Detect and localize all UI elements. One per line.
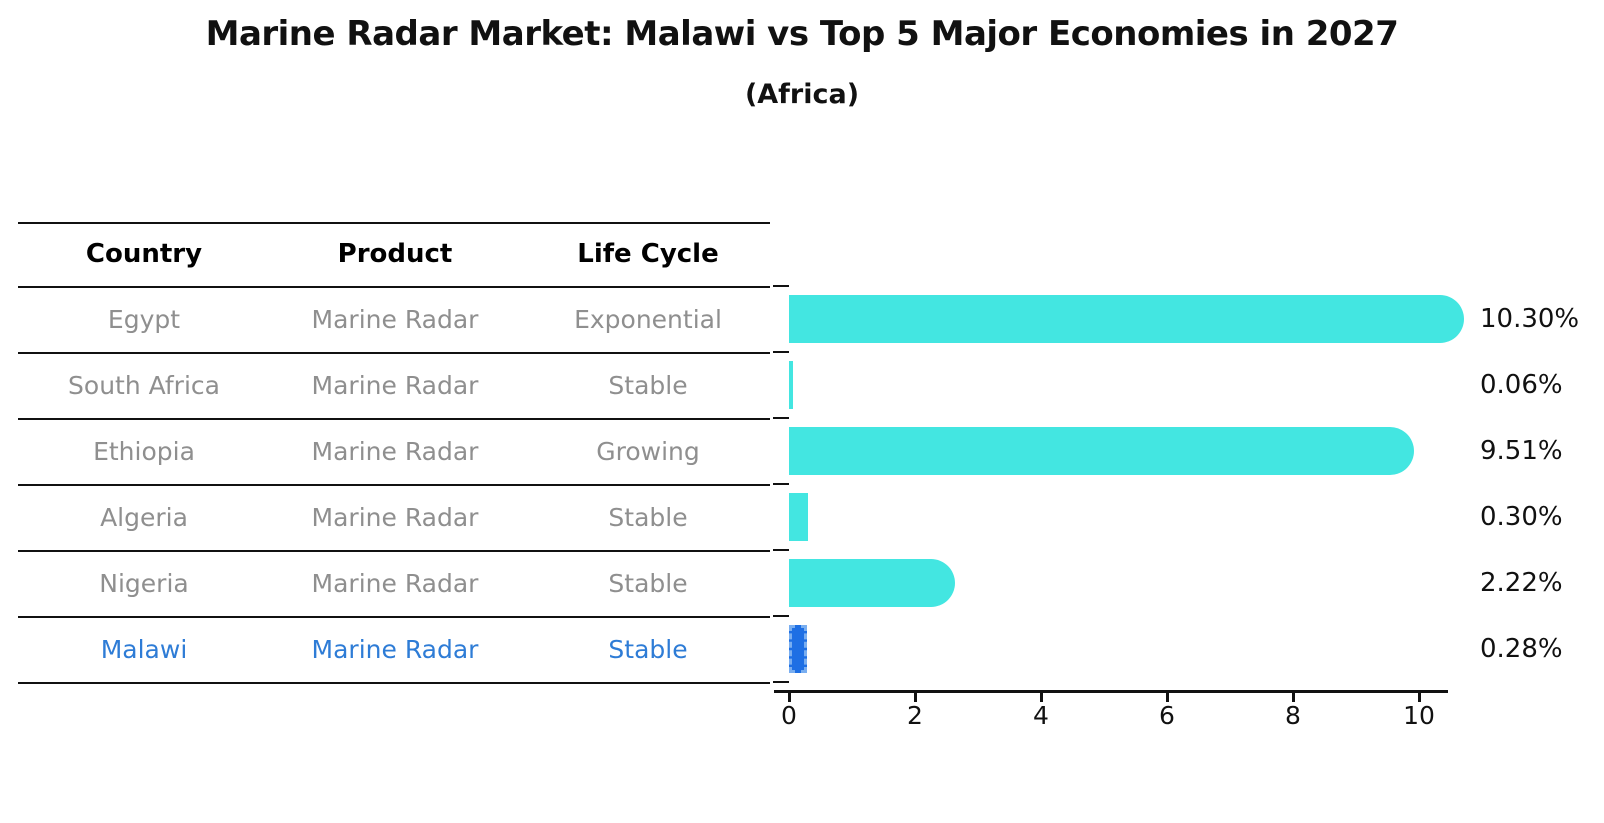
value-label: 0.30% (1480, 502, 1563, 532)
x-axis-tick (1040, 690, 1043, 702)
x-tick-label: 4 (1033, 701, 1049, 730)
table-top-rule (18, 222, 770, 224)
bar-algeria (789, 493, 808, 541)
value-label: 9.51% (1480, 436, 1563, 466)
x-tick-label: 0 (781, 701, 797, 730)
table-header-product: Product (337, 239, 453, 269)
y-axis-tick (773, 483, 789, 485)
table-cell-country: South Africa (68, 370, 220, 400)
table-cell-life-cycle: Stable (608, 370, 688, 400)
value-label: 10.30% (1480, 304, 1580, 334)
x-axis-tick (788, 690, 791, 702)
x-tick-label: 6 (1159, 701, 1175, 730)
table-divider (18, 352, 770, 354)
table-cell-country: Egypt (107, 304, 181, 334)
table-cell-country: Nigeria (99, 568, 189, 598)
x-tick-label: 2 (907, 701, 923, 730)
y-axis-tick (773, 681, 789, 683)
chart-subtitle: (Africa) (744, 79, 860, 110)
x-axis-tick (1166, 690, 1169, 702)
table-header-country: Country (85, 239, 203, 269)
table-cell-country: Malawi (100, 634, 188, 664)
table-cell-product: Marine Radar (311, 436, 479, 466)
table-header-rule (18, 286, 770, 288)
table-divider (18, 550, 770, 552)
x-axis-tick (1292, 690, 1295, 702)
table-cell-life-cycle: Growing (596, 436, 700, 466)
x-tick-label: 8 (1285, 701, 1301, 730)
value-label: 2.22% (1480, 568, 1563, 598)
table-cell-product: Marine Radar (311, 502, 479, 532)
table-cell-product: Marine Radar (311, 634, 479, 664)
table-header-life-cycle: Life Cycle (577, 239, 719, 269)
y-axis-tick (773, 615, 789, 617)
table-cell-life-cycle: Stable (608, 634, 688, 664)
table-cell-country: Algeria (100, 502, 188, 532)
chart-title: Marine Radar Market: Malawi vs Top 5 Maj… (205, 14, 1399, 54)
table-cell-product: Marine Radar (311, 568, 479, 598)
x-axis-tick (914, 690, 917, 702)
value-label: 0.28% (1480, 634, 1563, 664)
table-cell-country: Ethiopia (93, 436, 195, 466)
table-cell-life-cycle: Stable (608, 568, 688, 598)
table-divider (18, 616, 770, 618)
table-divider (18, 484, 770, 486)
y-axis-tick (773, 351, 789, 353)
bar-south-africa (789, 361, 793, 409)
bar-egypt (789, 295, 1464, 343)
value-label: 0.06% (1480, 370, 1563, 400)
table-divider (18, 418, 770, 420)
y-axis-tick (773, 285, 789, 287)
bar-ethiopia (789, 427, 1415, 475)
table-cell-product: Marine Radar (311, 304, 479, 334)
table-cell-life-cycle: Exponential (574, 304, 722, 334)
x-axis-tick (1418, 690, 1421, 702)
x-axis-line (774, 690, 1448, 693)
table-cell-product: Marine Radar (311, 370, 479, 400)
bar-malawi-highlight (789, 625, 807, 673)
table-cell-life-cycle: Stable (608, 502, 688, 532)
y-axis-tick (773, 417, 789, 419)
table-bottom-rule (18, 682, 770, 684)
y-axis-tick (773, 549, 789, 551)
x-tick-label: 10 (1403, 701, 1435, 730)
bar-nigeria (789, 559, 955, 607)
